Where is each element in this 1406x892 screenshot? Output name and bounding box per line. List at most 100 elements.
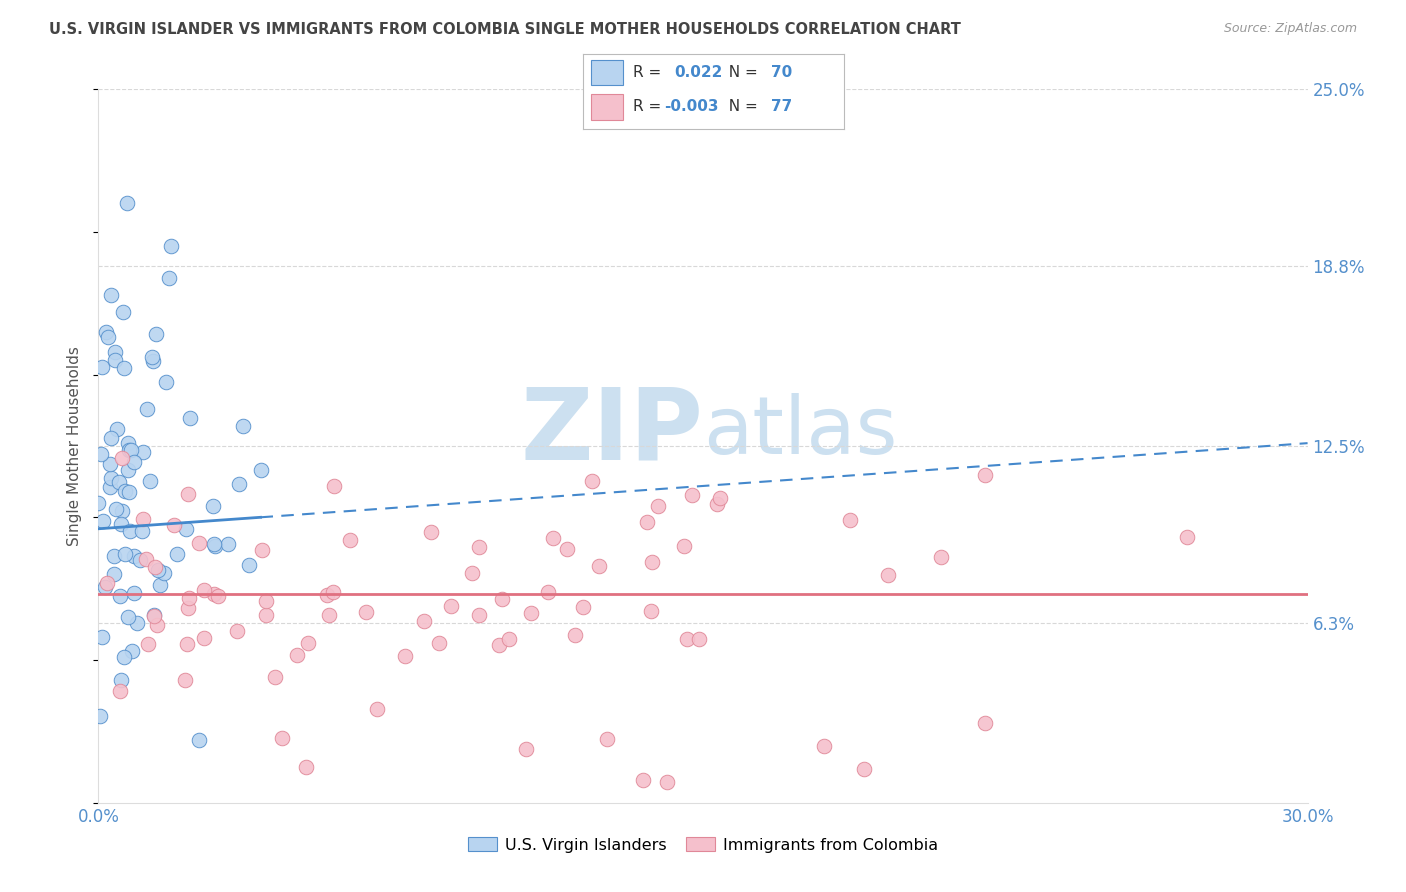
- Point: [498, 632, 520, 647]
- Legend: U.S. Virgin Islanders, Immigrants from Colombia: U.S. Virgin Islanders, Immigrants from C…: [463, 830, 943, 859]
- Point: [270, 731, 292, 746]
- Point: [631, 772, 654, 787]
- Point: [117, 436, 139, 450]
- Point: [673, 539, 696, 553]
- Point: [420, 525, 443, 540]
- Point: [177, 600, 200, 615]
- Point: [105, 502, 128, 516]
- Point: [118, 485, 141, 500]
- Point: [117, 463, 139, 477]
- Point: [124, 586, 146, 600]
- Point: [468, 608, 491, 623]
- Point: [160, 239, 183, 253]
- Point: [853, 762, 876, 776]
- Point: [412, 614, 434, 628]
- Text: 0.022: 0.022: [675, 65, 723, 80]
- Point: [143, 607, 166, 622]
- Point: [114, 547, 136, 561]
- Point: [641, 555, 664, 569]
- Point: [100, 471, 122, 485]
- Point: [316, 589, 339, 603]
- Point: [98, 480, 121, 494]
- Point: [136, 401, 159, 416]
- Point: [132, 445, 155, 459]
- Point: [103, 567, 125, 582]
- Point: [145, 326, 167, 341]
- Point: [122, 455, 145, 469]
- Point: [204, 537, 226, 551]
- Point: [931, 550, 953, 565]
- Point: [149, 578, 172, 592]
- Point: [488, 638, 510, 652]
- Point: [572, 600, 595, 615]
- Point: [131, 524, 153, 539]
- Point: [90, 360, 112, 375]
- Text: N =: N =: [718, 99, 762, 114]
- Point: [394, 649, 416, 664]
- Point: [115, 196, 138, 211]
- Point: [249, 463, 271, 477]
- Point: [110, 589, 132, 603]
- Point: [461, 566, 484, 580]
- Point: [515, 742, 537, 756]
- Text: 70: 70: [770, 65, 792, 80]
- Point: [250, 543, 273, 558]
- Point: [295, 760, 318, 774]
- Point: [142, 353, 165, 368]
- Point: [90, 447, 112, 461]
- Point: [110, 504, 132, 518]
- Text: ZIP: ZIP: [520, 384, 703, 480]
- Point: [157, 271, 180, 285]
- Point: [111, 451, 134, 466]
- Point: [640, 604, 662, 618]
- Point: [176, 522, 198, 536]
- Text: R =: R =: [633, 65, 671, 80]
- Point: [339, 533, 361, 547]
- Point: [104, 353, 127, 368]
- Point: [122, 549, 145, 563]
- Point: [87, 496, 110, 510]
- Point: [110, 673, 132, 687]
- Point: [163, 518, 186, 533]
- Point: [543, 532, 565, 546]
- Point: [254, 607, 277, 622]
- Point: [117, 610, 139, 624]
- Point: [838, 512, 860, 526]
- Text: Source: ZipAtlas.com: Source: ZipAtlas.com: [1223, 22, 1357, 36]
- Point: [188, 733, 211, 747]
- Text: U.S. VIRGIN ISLANDER VS IMMIGRANTS FROM COLOMBIA SINGLE MOTHER HOUSEHOLDS CORREL: U.S. VIRGIN ISLANDER VS IMMIGRANTS FROM …: [49, 22, 962, 37]
- Point: [238, 558, 260, 573]
- Point: [557, 541, 579, 556]
- Point: [204, 587, 226, 601]
- Point: [322, 585, 344, 599]
- Point: [91, 630, 114, 644]
- Point: [136, 637, 159, 651]
- Point: [103, 344, 125, 359]
- Point: [177, 487, 200, 501]
- Point: [118, 524, 141, 539]
- Point: [120, 442, 142, 457]
- Point: [125, 616, 148, 631]
- Text: 77: 77: [770, 99, 792, 114]
- Point: [155, 376, 177, 390]
- Point: [974, 715, 997, 730]
- Point: [94, 580, 117, 594]
- Point: [297, 636, 319, 650]
- Point: [103, 549, 125, 563]
- Point: [974, 467, 997, 482]
- Point: [322, 479, 344, 493]
- Point: [152, 566, 174, 580]
- Point: [217, 537, 239, 551]
- Point: [187, 535, 209, 549]
- Point: [97, 330, 120, 344]
- Point: [688, 632, 710, 646]
- Point: [285, 648, 308, 662]
- Point: [226, 624, 249, 639]
- Point: [232, 419, 254, 434]
- Point: [491, 591, 513, 606]
- Point: [468, 540, 491, 554]
- Point: [581, 474, 603, 488]
- Point: [174, 673, 197, 688]
- Point: [179, 411, 201, 425]
- Point: [111, 305, 134, 319]
